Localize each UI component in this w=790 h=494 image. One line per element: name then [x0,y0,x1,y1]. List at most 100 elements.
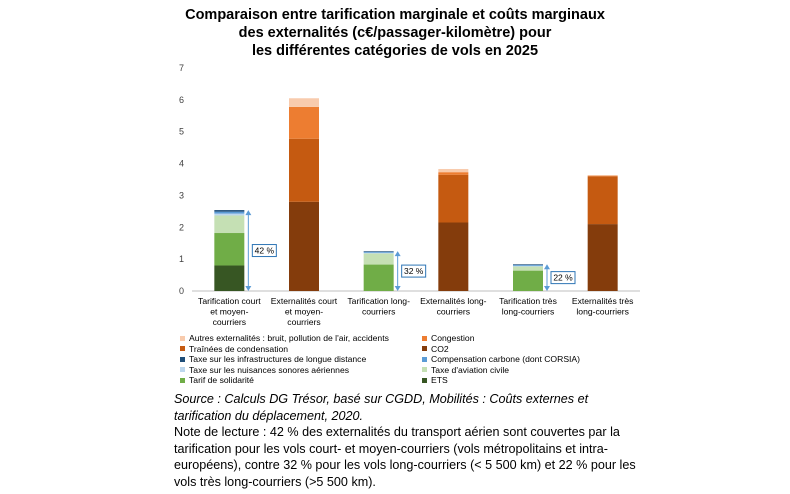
legend-label: Taxe sur les nuisances sonores aériennes [189,364,350,375]
x-category-label: Tarification court [198,296,261,306]
y-tick-label: 6 [179,95,184,105]
bar-segment [513,270,543,291]
x-category-label: courriers [213,317,246,327]
legend-swatch [422,367,427,372]
legend-swatch [180,346,185,351]
legend-item: Tarif de solidarité [180,375,254,385]
y-tick-label: 3 [179,190,184,200]
legend-label: Compensation carbone (dont CORSIA) [431,354,581,364]
bar-segment [214,213,245,216]
bar-segment [438,174,469,223]
x-category-label: Externalités court [271,296,338,306]
bar-segment [363,264,394,291]
bar-segment [587,175,618,177]
x-category-label: et moyen- [285,307,323,317]
x-category-label: Tarification long- [347,296,410,306]
bar-segment [513,265,543,267]
x-category-label: courriers [362,307,395,317]
x-category-label: long-courriers [576,307,629,317]
annotation-label: 42 % [255,246,275,256]
bar-segment [214,233,245,266]
legend-item: Compensation carbone (dont CORSIA) [422,354,580,364]
bar-segment [289,98,319,107]
annotation-arrow-head-bottom [544,286,550,291]
y-tick-label: 2 [179,222,184,232]
annotation-label: 22 % [553,273,573,283]
x-category-label: courriers [437,307,470,317]
x-category-label: courriers [287,317,320,327]
y-tick-label: 7 [179,63,184,73]
annotation-label: 32 % [404,266,424,276]
bar-segment [438,168,469,173]
legend-swatch [180,356,185,362]
bar-segment [438,222,469,291]
x-category-label: long-courriers [502,307,555,317]
legend-swatch [180,367,185,372]
bar-segment [587,176,618,225]
x-category-label: Tarification très [499,296,557,306]
bar-segment [438,172,469,175]
y-tick-label: 4 [179,159,184,169]
y-tick-label: 0 [179,286,184,296]
reading-note: Note de lecture : 42 % des externalités … [174,425,636,489]
legend-label: Traînées de condensation [189,343,289,354]
chart-notes: Source : Calculs DG Trésor, basé sur CGD… [174,391,644,490]
bar-segment [513,264,543,266]
legend-swatch [180,377,185,383]
chart-title: Comparaison entre tarification marginale… [150,6,640,60]
bar-segment [513,266,543,271]
annotation-arrow-head-top [245,210,252,216]
legend-item: Taxe d'aviation civile [422,365,509,375]
x-category-label: Externalités très [572,296,634,306]
legend-item: Traînées de condensation [180,344,288,354]
bar-segment [289,138,319,202]
bar-segment [214,211,245,214]
source-note: Source : Calculs DG Trésor, basé sur CGD… [174,392,589,423]
legend-item: Taxe sur les nuisances sonores aériennes [180,365,349,375]
bar-segment [363,253,394,265]
annotation-arrow-head-bottom [245,286,252,291]
legend-swatch [422,335,427,341]
chart-title-line-2: des externalités (c€/passager-kilomètre)… [238,25,552,41]
legend-swatch [180,335,185,341]
bar-segment [363,251,394,252]
bar-segment [363,251,394,253]
legend-item: Autres externalités : bruit, pollution d… [180,333,389,343]
bar-segment [587,224,618,291]
legend-label: Taxe d'aviation civile [431,364,510,375]
bar-segment [289,106,319,139]
bar-segment [289,201,319,291]
legend-label: Congestion [431,333,475,343]
annotation-arrow-head-top [394,251,401,257]
legend-item: Congestion [422,333,474,343]
legend-label: Tarif de solidarité [189,375,254,385]
y-tick-label: 5 [179,127,184,137]
chart-title-line-3: les différentes catégories de vols en 20… [251,43,539,59]
x-category-label: Externalités long- [420,296,487,306]
bar-segment [587,175,618,176]
y-tick-label: 1 [179,254,184,264]
bar-segment [363,252,394,254]
legend-label: Taxe sur les infrastructures de longue d… [189,354,367,364]
legend-swatch [422,377,427,383]
x-category-label: et moyen- [210,307,248,317]
legend-label: ETS [431,375,448,385]
legend-swatch [422,346,427,351]
bar-segment [214,265,245,291]
legend-label: CO2 [431,343,449,354]
annotation-box [401,264,427,278]
legend-swatch [422,356,427,362]
legend-item: ETS [422,375,448,385]
chart-title-line-1: Comparaison entre tarification marginale… [185,7,605,23]
bar-segment [214,210,245,212]
bar-segment [214,215,245,234]
annotation-box [251,244,277,258]
legend-item: Taxe sur les infrastructures de longue d… [180,354,366,364]
legend-label: Autres externalités : bruit, pollution d… [189,333,389,343]
legend-item: CO2 [422,344,449,354]
annotation-box [550,271,576,285]
bar-segment [513,264,543,265]
annotation-arrow-head-top [544,264,550,270]
annotation-arrow-head-bottom [394,286,401,291]
